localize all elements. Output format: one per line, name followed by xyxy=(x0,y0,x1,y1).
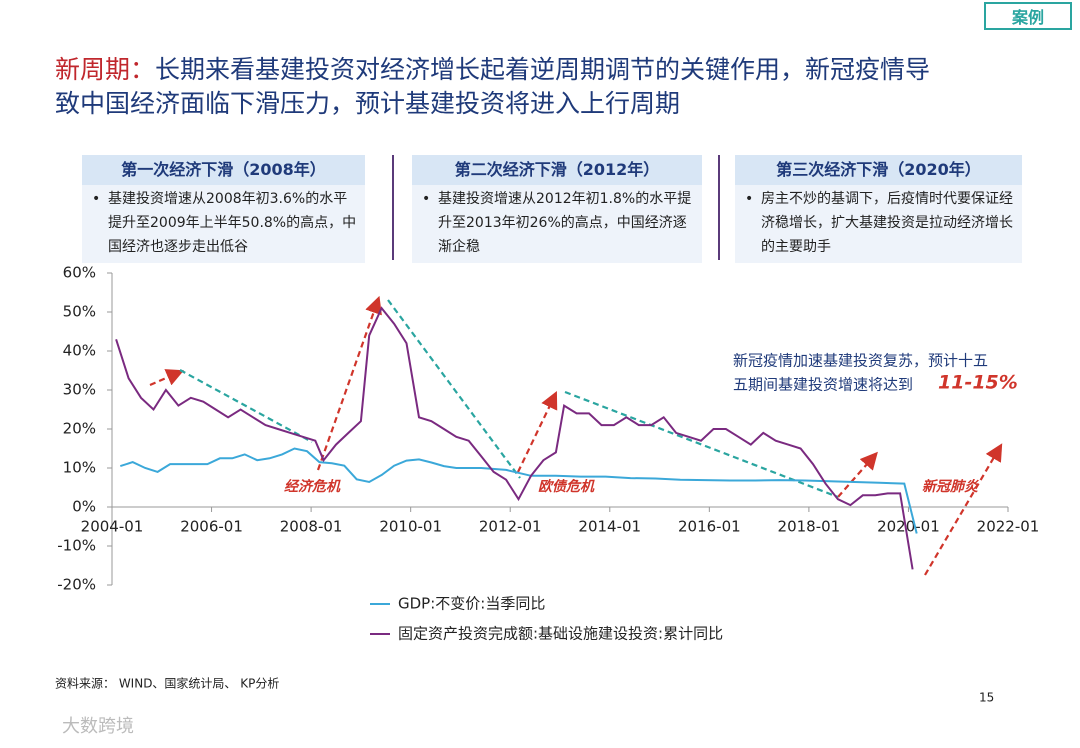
panel-text: 房主不炒的基调下，后疫情时代要保证经济稳增长，扩大基建投资是拉动经济增长的主要助… xyxy=(735,185,1022,263)
series-line xyxy=(119,447,918,534)
trend-arrows xyxy=(149,295,1003,576)
page-number: 15 xyxy=(979,691,994,705)
x-tick-label: 2012-01 xyxy=(479,518,542,536)
x-tick-label: 2016-01 xyxy=(678,518,741,536)
annotation: 经济危机 xyxy=(284,478,341,495)
panel-title: 第一次经济下滑（2008年） xyxy=(82,155,365,185)
annotation: 11-15% xyxy=(938,372,1018,394)
panel-text: 基建投资增速从2012年初1.8%的水平提升至2013年初26%的高点，中国经济… xyxy=(412,185,702,263)
source: 资料来源： WIND、国家统计局、 KP分析 xyxy=(55,676,279,691)
y-tick-label: 20% xyxy=(63,420,96,438)
x-tick-label: 2006-01 xyxy=(180,518,243,536)
y-tick-label: 30% xyxy=(63,381,96,399)
separator xyxy=(718,155,720,260)
title-line: 新周期：长期来看基建投资对经济增长起着逆周期调节的关键作用，新冠疫情导 xyxy=(55,50,930,86)
y-tick-label: -20% xyxy=(57,576,96,594)
series-line xyxy=(115,306,914,570)
x-tick-label: 2014-01 xyxy=(578,518,641,536)
separator xyxy=(392,155,394,260)
annotation: 欧债危机 xyxy=(538,478,595,495)
x-tick-label: 2018-01 xyxy=(778,518,841,536)
panel-text: 基建投资增速从2008年初3.6%的水平提升至2009年上半年50.8%的高点，… xyxy=(82,185,365,263)
x-tick-label: 2010-01 xyxy=(379,518,442,536)
legend-label: GDP:不变价:当季同比 xyxy=(398,595,545,613)
legend-label: 固定资产投资完成额:基础设施建设投资:累计同比 xyxy=(398,625,723,643)
title-text: 致中国经济面临下滑压力，预计基建投资将进入上行周期 xyxy=(55,89,681,118)
annotation: 五期间基建投资增速将达到 xyxy=(733,376,913,394)
panel: 第一次经济下滑（2008年）基建投资增速从2008年初3.6%的水平提升至200… xyxy=(82,155,365,263)
title-text: 长期来看基建投资对经济增长起着逆周期调节的关键作用，新冠疫情导 xyxy=(155,55,931,84)
y-tick-label: 40% xyxy=(63,342,96,360)
title-lead: 新周期： xyxy=(55,55,156,84)
panel: 第三次经济下滑（2020年）房主不炒的基调下，后疫情时代要保证经济稳增长，扩大基… xyxy=(735,155,1022,263)
x-tick-label: 2020-01 xyxy=(877,518,940,536)
y-tick-label: 10% xyxy=(63,459,96,477)
y-tick-label: 0% xyxy=(72,498,96,516)
y-tick-label: 60% xyxy=(63,264,96,282)
annotation: 新冠肺炎 xyxy=(922,478,979,495)
panel: 第二次经济下滑（2012年）基建投资增速从2012年初1.8%的水平提升至201… xyxy=(412,155,702,263)
watermark: 大数跨境 xyxy=(62,716,134,737)
y-tick-label: 50% xyxy=(63,303,96,321)
badge: 案例 xyxy=(984,2,1072,30)
panel-title: 第二次经济下滑（2012年） xyxy=(412,155,702,185)
y-tick-label: -10% xyxy=(57,537,96,555)
annotation: 新冠疫情加速基建投资复苏，预计十五 xyxy=(733,352,988,370)
x-tick-label: 2022-01 xyxy=(977,518,1040,536)
panel-title: 第三次经济下滑（2020年） xyxy=(735,155,1022,185)
x-tick-label: 2004-01 xyxy=(81,518,144,536)
x-tick-label: 2008-01 xyxy=(280,518,343,536)
